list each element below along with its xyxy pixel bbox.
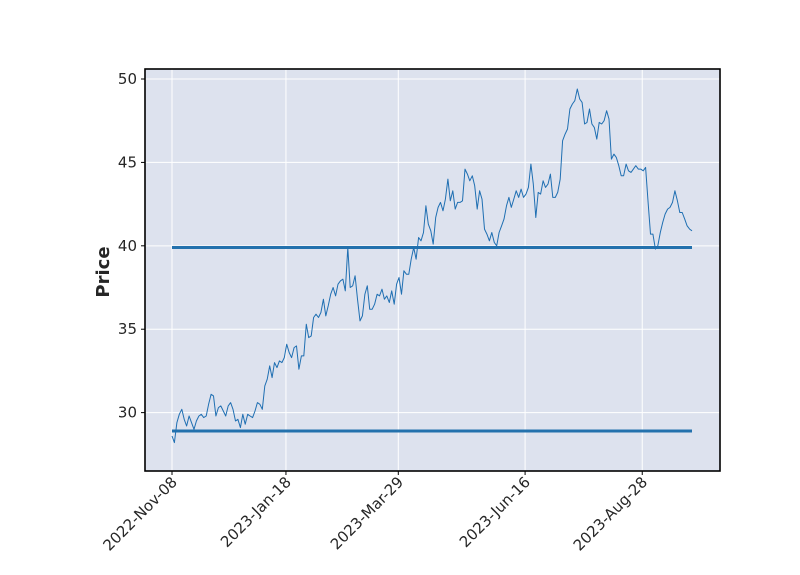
gridlines	[145, 69, 720, 471]
price-line	[171, 88, 693, 444]
y-tick-label: 35	[118, 320, 137, 338]
plot-background	[145, 69, 720, 471]
plot-frame	[144, 68, 721, 472]
y-tick-label: 50	[118, 70, 137, 88]
y-axis-label: Price	[93, 246, 114, 297]
y-axis: 30 35 40 45 50	[118, 70, 145, 422]
x-tick-label: 2023-Jan-18	[217, 473, 295, 551]
x-tick-label: 2023-Aug-28	[570, 473, 651, 554]
x-tick-label: 2022-Nov-08	[100, 473, 181, 554]
series-lines	[171, 88, 693, 444]
x-tick-label: 2023-Mar-29	[327, 473, 407, 553]
x-axis: 2022-Nov-08 2023-Jan-18 2023-Mar-29 2023-Ju…	[100, 471, 651, 554]
y-tick-label: 45	[118, 153, 137, 171]
y-tick-label: 30	[118, 404, 137, 422]
y-tick-label: 40	[118, 237, 137, 255]
horizontal-lines	[172, 245, 692, 433]
x-tick-label: 2023-Jun-16	[456, 473, 534, 551]
